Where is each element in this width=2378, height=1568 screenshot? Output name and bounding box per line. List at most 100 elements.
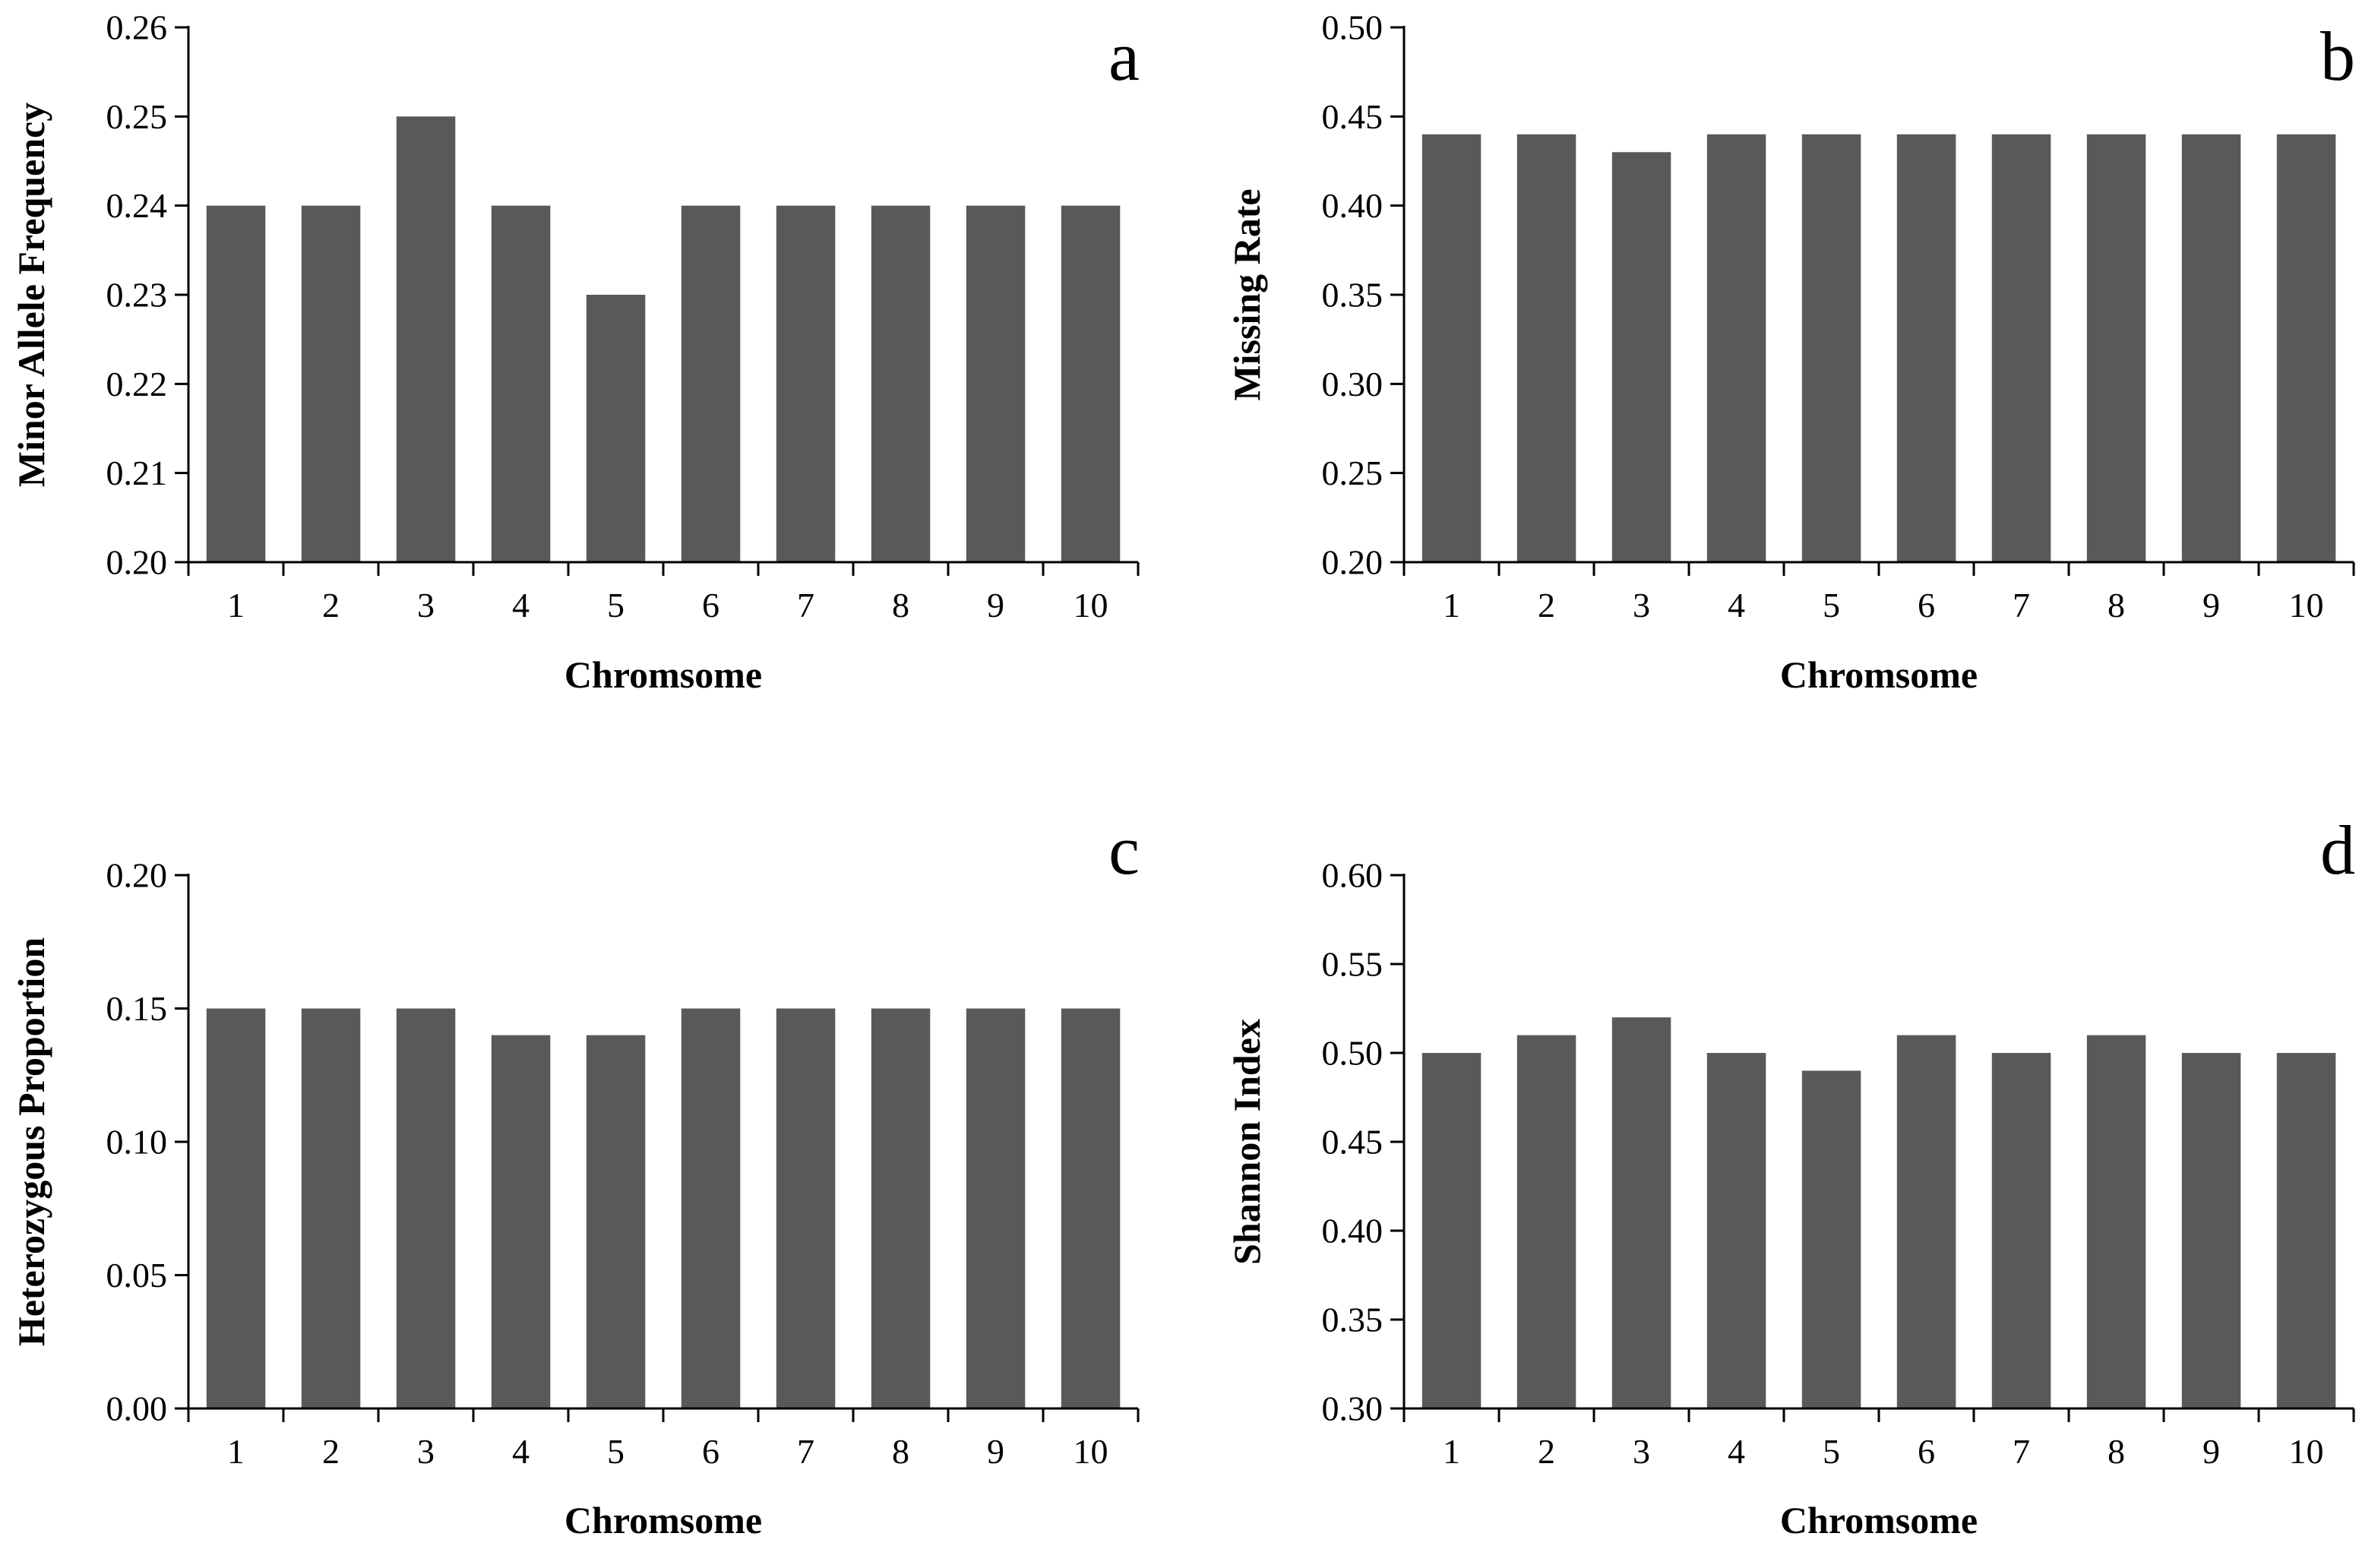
x-tick-label: 7 (797, 586, 814, 624)
bar-chr-9 (966, 1008, 1026, 1408)
x-tick-label: 3 (417, 586, 435, 624)
panel-c: 0.00 0.05 0.10 0.15 0.20 1 2 3 4 5 6 7 8 9 10 Chromsome… (10, 811, 1140, 1541)
bar-chr-10 (2276, 1053, 2336, 1408)
x-tick-label: 4 (1728, 586, 1745, 624)
bar-chr-6 (681, 205, 741, 562)
bar-chr-7 (1991, 134, 2051, 563)
panel-a: 0.20 0.21 0.22 0.23 0.24 0.25 0.26 1 2 3 4 5 6 7 8 9 10 C… (10, 8, 1140, 697)
x-tick-label: 5 (607, 586, 625, 624)
bar-chr-9 (2181, 1053, 2241, 1408)
x-tick-label: 5 (607, 1432, 625, 1471)
y-axis-title: Minor Allele Frequency (10, 103, 52, 487)
bar-chr-2 (1516, 1035, 1576, 1408)
bar-chr-3 (396, 116, 456, 563)
bar-chr-8 (871, 205, 931, 562)
x-tick-label: 8 (2108, 1432, 2125, 1471)
x-tick-label: 10 (1074, 586, 1108, 624)
x-tick-label: 2 (1538, 1432, 1555, 1471)
bar-chr-1 (1421, 134, 1482, 563)
y-tick-label: 0.24 (106, 186, 168, 225)
bar-chr-5 (586, 1035, 646, 1408)
x-tick-label: 6 (1918, 1432, 1935, 1471)
y-tick-label: 0.10 (106, 1123, 168, 1162)
x-tick-label: 9 (2202, 586, 2220, 624)
panel-b: 0.20 0.25 0.30 0.35 0.40 0.45 0.50 1 2 3 4 5 6 7 8 9 10 C… (1225, 8, 2355, 697)
panel-letter: b (2320, 17, 2355, 95)
y-tick-label: 0.45 (1322, 97, 1383, 136)
x-axis-title: Chromsome (564, 653, 762, 696)
y-tick-label: 0.40 (1322, 186, 1383, 225)
x-tick-label: 8 (2108, 586, 2125, 624)
y-tick-label: 0.30 (1322, 1389, 1383, 1428)
x-tick-label: 8 (892, 1432, 909, 1471)
bar-chr-7 (776, 1008, 836, 1408)
bar-chr-1 (1421, 1053, 1482, 1408)
x-tick-label: 7 (2013, 1432, 2030, 1471)
bar-chr-6 (1896, 1035, 1956, 1408)
x-tick-label: 1 (227, 1432, 245, 1471)
x-tick-label: 6 (1918, 586, 1935, 624)
y-tick-label: 0.25 (106, 97, 168, 136)
x-tick-label: 10 (2289, 1432, 2324, 1471)
y-axis-title: Missing Rate (1225, 188, 1268, 400)
bar-chr-8 (2086, 134, 2146, 563)
bar-chr-3 (1611, 1017, 1671, 1408)
y-tick-label: 0.45 (1322, 1123, 1383, 1162)
y-tick-label: 0.05 (106, 1256, 168, 1295)
y-tick-label: 0.35 (1322, 1301, 1383, 1339)
x-tick-label: 9 (2202, 1432, 2220, 1471)
x-tick-label: 6 (702, 1432, 719, 1471)
bar-chr-6 (1896, 134, 1956, 563)
x-tick-label: 2 (322, 586, 340, 624)
bar-chr-5 (586, 295, 646, 562)
bar-chr-7 (1991, 1053, 2051, 1408)
y-tick-label: 0.00 (106, 1389, 168, 1428)
x-axis-title: Chromsome (564, 1499, 762, 1541)
y-tick-label: 0.15 (106, 989, 168, 1028)
panel-d: 0.30 0.35 0.40 0.45 0.50 0.55 0.60 1 2 3 4 5 6 7 8 9 10 C… (1225, 811, 2355, 1541)
y-axis-title: Heterozygous Proportion (10, 937, 52, 1347)
x-tick-label: 1 (227, 586, 245, 624)
bar-chr-5 (1801, 1070, 1861, 1408)
bar-chr-4 (1706, 134, 1766, 563)
bar-chr-10 (1061, 205, 1121, 562)
x-tick-label: 4 (512, 1432, 530, 1471)
x-tick-label: 2 (1538, 586, 1555, 624)
y-tick-label: 0.20 (1322, 543, 1383, 582)
bar-chr-4 (491, 1035, 551, 1408)
bar-chr-8 (2086, 1035, 2146, 1408)
x-tick-label: 1 (1443, 1432, 1460, 1471)
x-tick-label: 6 (702, 586, 719, 624)
bar-chr-2 (301, 205, 361, 562)
x-tick-label: 3 (1633, 586, 1650, 624)
x-tick-label: 8 (892, 586, 909, 624)
bar-chr-1 (206, 205, 266, 562)
x-tick-label: 2 (322, 1432, 340, 1471)
y-tick-label: 0.50 (1322, 1034, 1383, 1073)
bar-chr-10 (1061, 1008, 1121, 1408)
panel-letter: c (1108, 811, 1140, 889)
x-tick-label: 7 (797, 1432, 814, 1471)
panel-letter: d (2320, 811, 2355, 889)
x-tick-label: 5 (1823, 1432, 1840, 1471)
y-tick-label: 0.23 (106, 276, 168, 315)
bar-chr-7 (776, 205, 836, 562)
y-tick-label: 0.22 (106, 365, 168, 403)
x-tick-label: 9 (987, 1432, 1004, 1471)
x-tick-label: 7 (2013, 586, 2030, 624)
y-tick-label: 0.55 (1322, 945, 1383, 984)
bar-chr-4 (1706, 1053, 1766, 1408)
bar-chr-1 (206, 1008, 266, 1408)
x-axis-title: Chromsome (1780, 1499, 1978, 1541)
y-tick-label: 0.60 (1322, 856, 1383, 895)
y-axis-title: Shannon Index (1225, 1019, 1268, 1265)
bar-chr-2 (1516, 134, 1576, 563)
x-tick-label: 4 (1728, 1432, 1745, 1471)
x-tick-label: 5 (1823, 586, 1840, 624)
x-tick-label: 1 (1443, 586, 1460, 624)
bar-chr-8 (871, 1008, 931, 1408)
y-tick-label: 0.25 (1322, 454, 1383, 492)
bar-chr-9 (966, 205, 1026, 562)
y-tick-label: 0.26 (106, 8, 168, 47)
y-tick-label: 0.40 (1322, 1212, 1383, 1250)
